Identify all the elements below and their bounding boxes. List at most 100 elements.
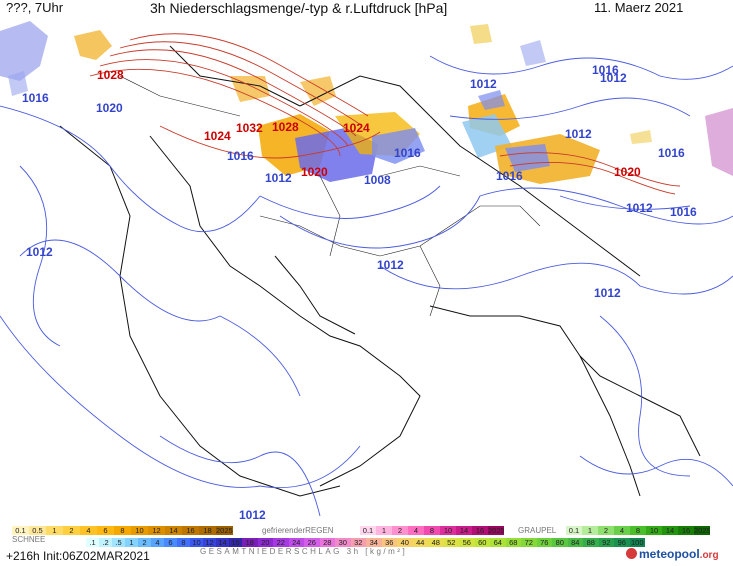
total-swatch: 64	[490, 538, 506, 547]
rain-swatch: 14	[165, 526, 182, 535]
rain-swatch: 6	[97, 526, 114, 535]
snow-swatch: .5	[112, 538, 125, 547]
brand-name: meteopool	[639, 547, 700, 561]
isobar-label: 1012	[626, 201, 653, 215]
total-swatch: 52	[443, 538, 459, 547]
header-left: ???, 7Uhr	[6, 0, 64, 15]
freezing-swatch: 16	[472, 526, 488, 535]
snow-swatch: 8	[177, 538, 190, 547]
total-swatch: 44	[412, 538, 428, 547]
graupel-swatch: 16	[678, 526, 694, 535]
isobar-label: 1012	[565, 127, 592, 141]
isobar-label: 1008	[364, 173, 391, 187]
freezing-swatch: 8	[424, 526, 440, 535]
freezing-swatch: 2025+	[488, 526, 504, 535]
total-swatch: 48	[428, 538, 444, 547]
isobar-label: 1024	[343, 121, 370, 135]
total-swatch: 68	[505, 538, 521, 547]
snow-swatch: 6	[164, 538, 177, 547]
isobars-low	[0, 55, 733, 517]
rain-swatch: 8	[114, 526, 131, 535]
snow-swatch: 4	[151, 538, 164, 547]
isobar-label: 1020	[301, 165, 328, 179]
isobar-label: 1020	[614, 165, 641, 179]
graupel-swatch: 14	[662, 526, 678, 535]
precipitation-areas	[0, 21, 733, 184]
rain-swatch: 4	[80, 526, 97, 535]
isobar-label: 1016	[670, 205, 697, 219]
total-swatch: 30	[335, 538, 351, 547]
total-swatch: 28	[319, 538, 335, 547]
graupel-swatch: 4	[614, 526, 630, 535]
graupel-swatch: 2025+	[694, 526, 710, 535]
total-swatch: 26	[304, 538, 320, 547]
isobar-label: 1016	[22, 91, 49, 105]
snow-swatch: 10	[190, 538, 203, 547]
legend-freezing-label: gefrierenderREGEN	[262, 526, 334, 535]
graupel-swatch: 0.1	[566, 526, 582, 535]
total-swatch: 60	[474, 538, 490, 547]
isobar-label: 1028	[272, 120, 299, 134]
legend-graupel-label: GRAUPEL	[518, 526, 557, 535]
rain-swatch: 0.1	[12, 526, 29, 535]
legend-snow-label: SCHNEE	[12, 535, 46, 544]
isobar-label: 1012	[239, 508, 266, 522]
isobar-label: 1016	[496, 169, 523, 183]
freezing-swatch: 0.1	[360, 526, 376, 535]
forecast-date: 11. Maerz 2021	[594, 0, 684, 15]
total-swatch: 56	[459, 538, 475, 547]
map-title: 3h Niederschlagsmenge/-typ & r.Luftdruck…	[150, 0, 448, 16]
rain-swatch: 10	[131, 526, 148, 535]
isobar-label: 1012	[26, 245, 53, 259]
freezing-swatch: 14	[456, 526, 472, 535]
brand-icon	[626, 548, 637, 559]
legend-total-label: GESAMTNIEDERSCHLAG 3h [kg/m²]	[200, 547, 408, 556]
snow-swatch: 14	[216, 538, 229, 547]
graupel-swatch: 1	[582, 526, 598, 535]
snow-swatch: 12	[203, 538, 216, 547]
snow-swatch: 16	[229, 538, 242, 547]
total-swatch: 80	[552, 538, 568, 547]
isobar-label: 1012	[265, 171, 292, 185]
snow-swatch: .2	[99, 538, 112, 547]
graupel-swatch: 8	[630, 526, 646, 535]
total-swatch: 22	[273, 538, 289, 547]
total-swatch: 36	[381, 538, 397, 547]
rain-swatch: 0.5	[29, 526, 46, 535]
isobars-high	[89, 33, 681, 195]
freezing-swatch: 1	[376, 526, 392, 535]
total-swatch: 32	[350, 538, 366, 547]
isobar-label: 1016	[227, 149, 254, 163]
rain-swatch: 2	[63, 526, 80, 535]
isobar-label: 1016	[658, 146, 685, 160]
total-swatch: 40	[397, 538, 413, 547]
rain-swatch: 16	[182, 526, 199, 535]
total-swatch: 34	[366, 538, 382, 547]
graupel-swatch: 2	[598, 526, 614, 535]
isobar-label: 1012	[377, 258, 404, 272]
snow-swatch: 1	[125, 538, 138, 547]
total-swatch: 84	[567, 538, 583, 547]
isobar-label: 1012	[600, 71, 627, 85]
rain-swatch: 1	[46, 526, 63, 535]
isobar-label: 1032	[236, 121, 263, 135]
freezing-swatch: 4	[408, 526, 424, 535]
isobar-label: 1020	[96, 101, 123, 115]
total-swatch: 72	[521, 538, 537, 547]
total-swatch: 88	[583, 538, 599, 547]
run-info: +216h Init:06Z02MAR2021	[6, 549, 150, 563]
coastlines	[59, 45, 701, 497]
graupel-swatch: 10	[646, 526, 662, 535]
brand-logo[interactable]: meteopool.org	[626, 547, 719, 561]
rain-swatch: 2025+	[216, 526, 233, 535]
isobar-label: 1016	[592, 63, 619, 77]
rain-swatch: 12	[148, 526, 165, 535]
total-swatch: 100	[629, 538, 645, 547]
isobar-label: 1016	[394, 146, 421, 160]
isobar-label: 1024	[204, 129, 231, 143]
isobar-label: 1028	[97, 68, 124, 82]
snow-swatch: 2	[138, 538, 151, 547]
brand-tld: .org	[699, 550, 719, 561]
